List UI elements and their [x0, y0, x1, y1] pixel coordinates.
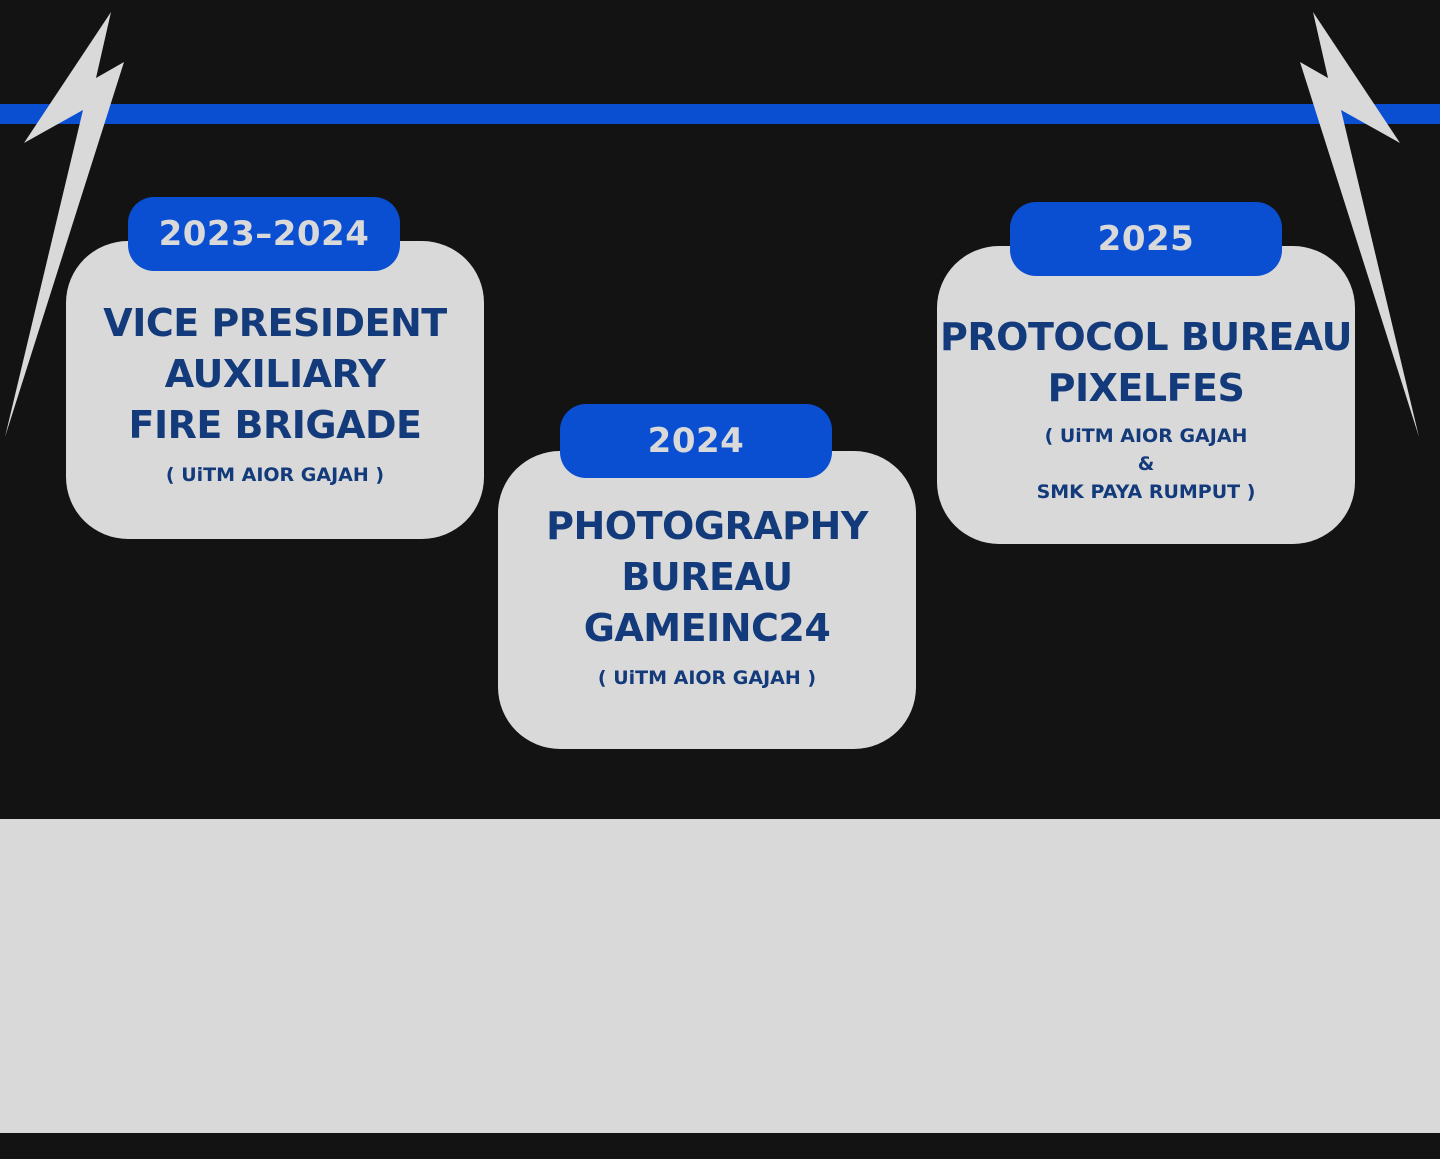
card-organization: ( UiTM AIOR GAJAH	[1044, 425, 1248, 447]
card-title-line: AUXILIARY	[164, 352, 386, 396]
card-organization: ( UiTM AIOR GAJAH )	[165, 464, 385, 486]
card-title-line: FIRE BRIGADE	[128, 403, 422, 447]
card-title-line: PHOTOGRAPHY	[546, 504, 868, 548]
top-accent-stripe	[0, 104, 1440, 124]
timeline-card-photography-bureau: PHOTOGRAPHY BUREAU GAMEINC24 ( UiTM AIOR…	[498, 451, 916, 749]
card-organization: ( UiTM AIOR GAJAH )	[597, 667, 817, 689]
lightning-bolt-icon	[1300, 12, 1419, 437]
card-title-line: BUREAU	[621, 555, 793, 599]
card-title-line: PIXELFES	[1047, 366, 1245, 410]
card-organization: SMK PAYA RUMPUT )	[1036, 481, 1256, 503]
timeline-card-protocol-bureau: PROTOCOL BUREAU PIXELFES ( UiTM AIOR GAJ…	[937, 246, 1355, 544]
card-title-line: PROTOCOL BUREAU	[940, 315, 1352, 359]
year-badge: 2025	[1010, 202, 1282, 276]
card-title-line: VICE PRESIDENT	[103, 301, 447, 345]
card-title-line: GAMEINC24	[583, 606, 831, 650]
year-badge: 2024	[560, 404, 832, 478]
timeline-card-vice-president: VICE PRESIDENT AUXILIARY FIRE BRIGADE ( …	[66, 241, 484, 539]
lower-section-band	[0, 819, 1440, 1133]
year-badge: 2023–2024	[128, 197, 400, 271]
lightning-bolt-icon	[5, 12, 124, 437]
card-organization: &	[1137, 453, 1155, 475]
